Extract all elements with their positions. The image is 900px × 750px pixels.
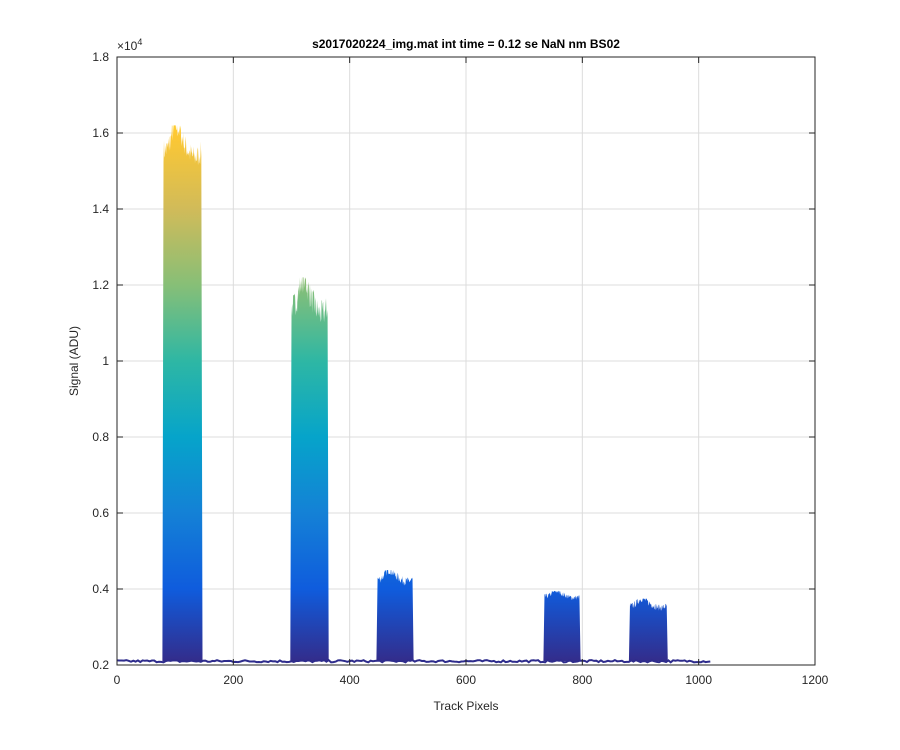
axes — [116, 56, 816, 666]
y-tick-label: 1.4 — [92, 202, 109, 216]
x-tick-label: 200 — [223, 673, 243, 687]
x-tick-labels: 0 200 400 600 800 1000 1200 — [114, 673, 829, 687]
x-tick-label: 1000 — [685, 673, 712, 687]
x-tick-label: 600 — [456, 673, 476, 687]
y-tick-labels: 0.2 0.4 0.6 0.8 1 1.2 1.4 1.6 1.8 — [92, 50, 109, 672]
y-tick-label: 0.6 — [92, 506, 109, 520]
y-tick-label: 1.2 — [92, 278, 109, 292]
x-tick-label: 800 — [572, 673, 592, 687]
y-tick-label: 0.8 — [92, 430, 109, 444]
signal-peak — [543, 590, 581, 662]
baseline-trace — [116, 658, 711, 664]
x-tick-label: 0 — [114, 673, 121, 687]
y-exponent-label: ×104 — [117, 37, 142, 53]
y-tick-label: 0.2 — [92, 658, 109, 672]
signal-peak — [290, 277, 329, 662]
x-tick-label: 400 — [340, 673, 360, 687]
signal-series — [116, 125, 711, 664]
y-tick-label: 1 — [102, 354, 109, 368]
signal-peak — [628, 598, 668, 662]
y-tick-label: 0.4 — [92, 582, 109, 596]
x-axis-label: Track Pixels — [434, 699, 499, 713]
y-tick-label: 1.8 — [92, 50, 109, 64]
grid — [117, 57, 815, 665]
chart-title: s2017020224_img.mat int time = 0.12 se N… — [312, 37, 620, 51]
signal-peak — [376, 570, 414, 662]
y-tick-label: 1.6 — [92, 126, 109, 140]
x-tick-label: 1200 — [802, 673, 829, 687]
signal-peak — [162, 125, 203, 662]
y-axis-label: Signal (ADU) — [67, 326, 81, 396]
